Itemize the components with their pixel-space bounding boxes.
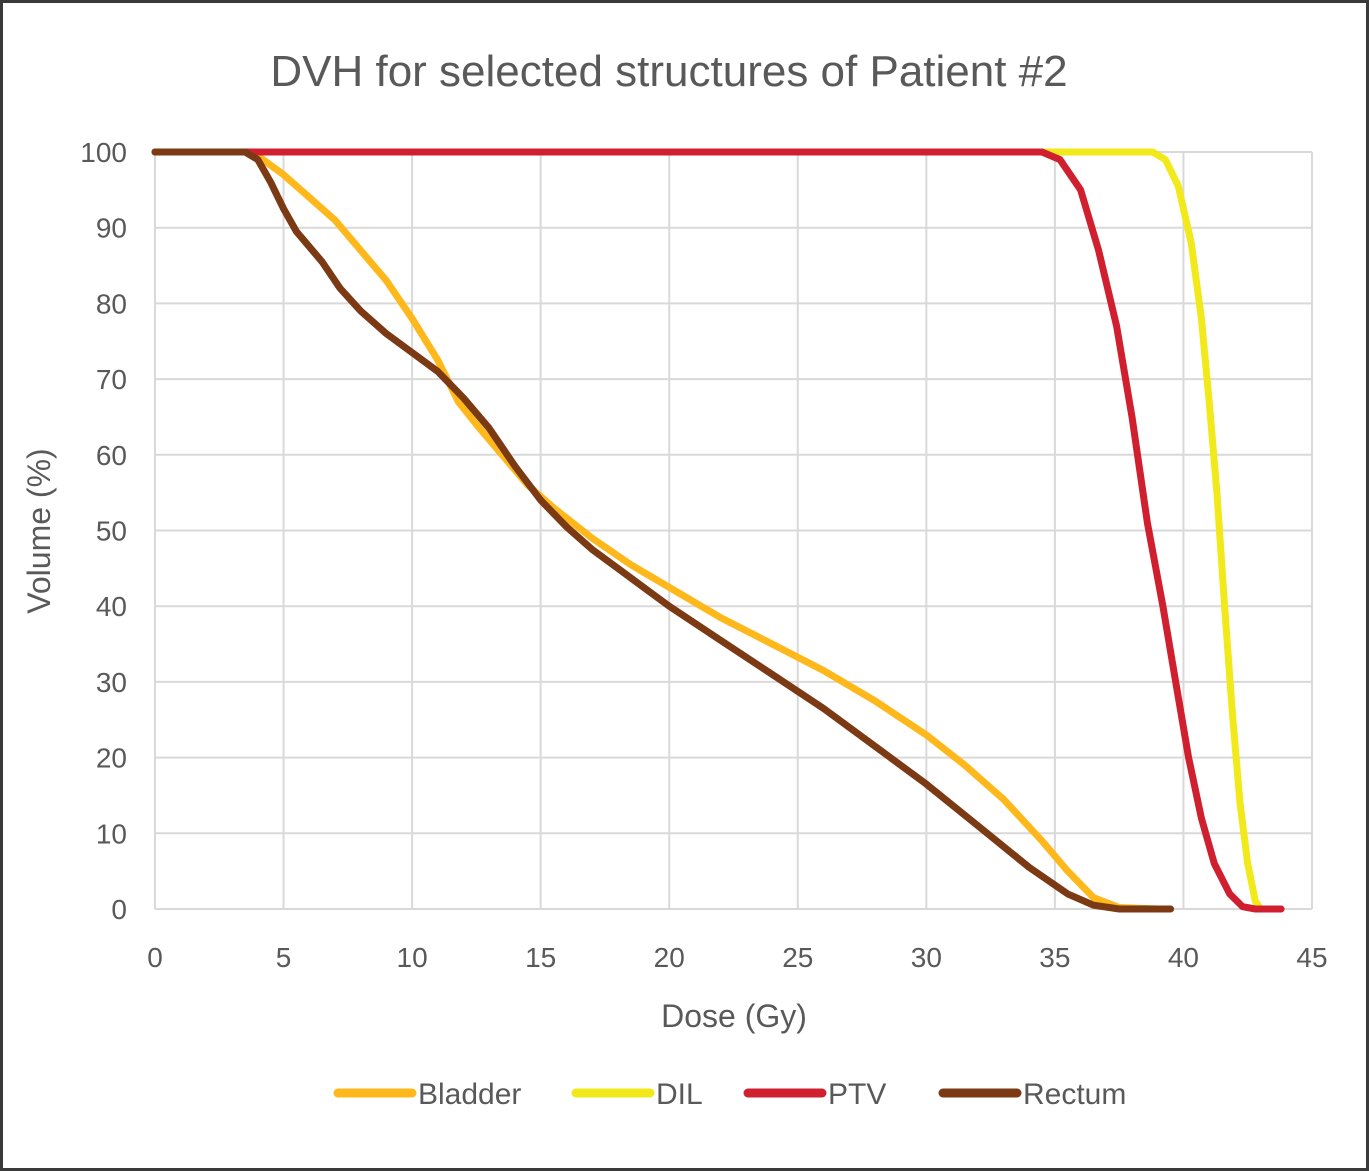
x-tick-label: 25	[782, 942, 813, 973]
series-line-ptv	[151, 148, 1285, 913]
y-tick-label: 20	[96, 743, 127, 774]
legend-label-dil: DIL	[656, 1078, 703, 1111]
series-line-dil	[151, 148, 1265, 913]
x-tick-label: 45	[1296, 942, 1327, 973]
legend: Bladder DIL PTV Rectum	[333, 1078, 1126, 1111]
y-tick-label: 100	[80, 137, 127, 168]
y-tick-label: 90	[96, 213, 127, 244]
series-line-bladder	[151, 148, 1162, 913]
y-tick-label: 30	[96, 667, 127, 698]
x-tick-label: 5	[276, 942, 292, 973]
y-tick-label: 80	[96, 288, 127, 319]
y-axis-label: Volume (%)	[21, 448, 57, 613]
legend-label-ptv: PTV	[828, 1078, 886, 1111]
y-tick-label: 70	[96, 364, 127, 395]
legend-label-bladder: Bladder	[418, 1078, 521, 1111]
x-axis-label: Dose (Gy)	[661, 998, 807, 1034]
y-tick-label: 50	[96, 516, 127, 547]
y-tick-label: 10	[96, 818, 127, 849]
y-tick-label: 40	[96, 591, 127, 622]
y-tick-labels: 0 10 20 30 40 50 60 70 80 90 100	[80, 137, 127, 925]
legend-label-rectum: Rectum	[1023, 1078, 1126, 1111]
x-tick-label: 35	[1039, 942, 1070, 973]
x-tick-labels: 0 5 10 15 20 25 30 35 40 45	[147, 942, 1327, 973]
y-tick-label: 60	[96, 440, 127, 471]
x-tick-label: 40	[1168, 942, 1199, 973]
x-tick-label: 20	[654, 942, 685, 973]
series-line-rectum	[151, 148, 1175, 913]
series-lines	[151, 148, 1285, 913]
x-tick-label: 15	[525, 942, 556, 973]
x-tick-label: 30	[911, 942, 942, 973]
x-tick-label: 0	[147, 942, 163, 973]
x-tick-label: 10	[397, 942, 428, 973]
y-tick-label: 0	[111, 894, 127, 925]
chart-title: DVH for selected structures of Patient #…	[270, 47, 1067, 96]
